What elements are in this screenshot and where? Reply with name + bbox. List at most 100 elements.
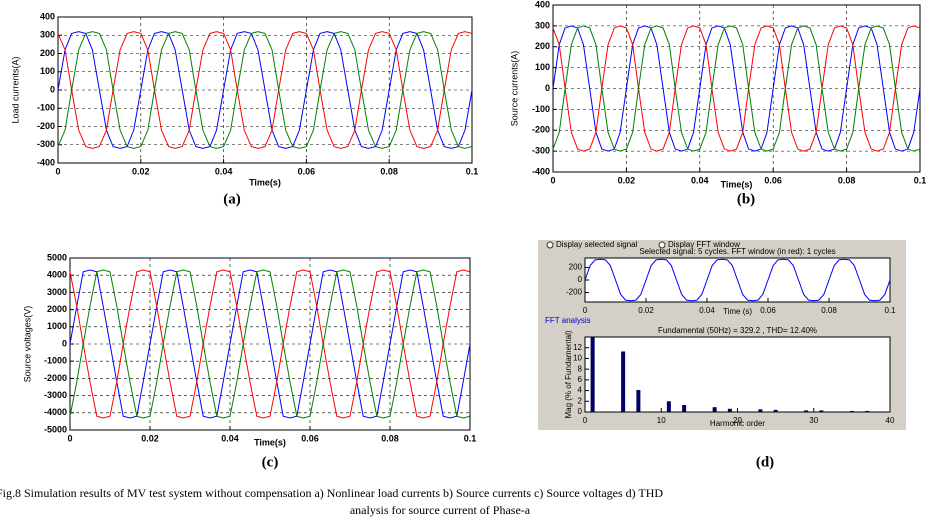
- y-tick-label: 8: [578, 364, 583, 373]
- bar: [773, 409, 778, 412]
- option-label: Display selected signal: [556, 240, 638, 249]
- y-tick-label: -400: [532, 166, 550, 176]
- panel-label: (d): [756, 454, 774, 470]
- y-tick-label: 4000: [47, 270, 67, 280]
- y-tick-label: 2000: [47, 304, 67, 314]
- y-tick-label: 100: [40, 66, 55, 76]
- y-tick-label: 200: [535, 41, 550, 51]
- x-tick-label: 0.06: [764, 175, 782, 185]
- y-tick-label: -200: [566, 288, 583, 297]
- x-tick-label: 20: [733, 416, 742, 425]
- x-axis-label: Time(s): [721, 179, 753, 189]
- bar: [804, 410, 809, 412]
- y-tick-label: -200: [532, 125, 550, 135]
- y-tick-label: 0: [50, 84, 55, 94]
- bar: [590, 337, 595, 412]
- plot-title: Fundamental (50Hz) = 329.2 , THD= 12.40%: [658, 326, 817, 335]
- x-axis-label: Time(s): [254, 437, 286, 447]
- y-tick-label: 1000: [47, 321, 67, 331]
- x-tick-label: 0.1: [466, 166, 479, 176]
- bar: [712, 407, 717, 412]
- caption-line: analysis for source current of Phase-a: [350, 503, 531, 517]
- y-tick-label: -400: [37, 157, 55, 167]
- series-line: [57, 31, 473, 149]
- x-tick-label: 0.04: [691, 175, 709, 185]
- x-tick-label: 0: [583, 416, 588, 425]
- x-tick-label: 0.02: [141, 433, 159, 443]
- y-tick-label: -2000: [44, 373, 67, 383]
- y-tick-label: 6: [578, 375, 583, 384]
- y-tick-label: -4000: [44, 407, 67, 417]
- y-tick-label: 0: [62, 338, 67, 348]
- y-tick-label: 200: [569, 263, 583, 272]
- x-axis-label: Time(s): [249, 177, 281, 187]
- y-tick-label: 3000: [47, 287, 67, 297]
- y-tick-label: 10: [573, 354, 582, 363]
- x-axis-label: Time (s): [723, 307, 752, 316]
- y-tick-label: -3000: [44, 390, 67, 400]
- x-tick-label: 0: [550, 175, 555, 185]
- x-tick-label: 0: [583, 306, 588, 315]
- y-tick-label: -100: [532, 104, 550, 114]
- x-tick-label: 0.06: [760, 306, 776, 315]
- y-tick-label: 100: [535, 62, 550, 72]
- panel-label: (c): [262, 454, 279, 470]
- panel-label: (a): [223, 191, 241, 207]
- y-tick-label: 400: [40, 11, 55, 21]
- x-tick-label: 0.04: [699, 306, 715, 315]
- radio-button: [546, 241, 554, 249]
- x-tick-label: 0.08: [380, 166, 398, 176]
- x-tick-label: 0.1: [464, 433, 477, 443]
- x-tick-label: 0.06: [298, 166, 316, 176]
- series-line: [69, 269, 471, 419]
- y-axis-label: Source currents(A): [509, 51, 519, 127]
- y-tick-label: 400: [535, 0, 550, 9]
- bar: [758, 409, 763, 412]
- bar: [849, 410, 854, 412]
- caption-line: Fig.8 Simulation results of MV test syst…: [0, 486, 663, 500]
- x-tick-label: 0.08: [381, 433, 399, 443]
- y-tick-label: 0: [545, 83, 550, 93]
- y-tick-label: 300: [40, 30, 55, 40]
- bar: [666, 401, 671, 412]
- y-tick-label: -200: [37, 121, 55, 131]
- y-tick-label: 200: [40, 48, 55, 58]
- y-tick-label: -100: [37, 103, 55, 113]
- plot-area: [584, 336, 891, 413]
- bar: [636, 390, 641, 412]
- x-tick-label: 0.06: [301, 433, 319, 443]
- option-label: Display FFT window: [668, 240, 740, 249]
- series-line: [584, 258, 891, 302]
- y-tick-label: 12: [573, 343, 582, 352]
- x-tick-label: 0.04: [221, 433, 239, 443]
- y-tick-label: 0: [578, 407, 583, 416]
- plot-title: Selected signal: 5 cycles. FFT window (i…: [639, 247, 835, 256]
- x-tick-label: 0.08: [821, 306, 837, 315]
- x-tick-label: 0.1: [884, 306, 896, 315]
- y-tick-label: -5000: [44, 424, 67, 434]
- x-tick-label: 30: [809, 416, 818, 425]
- x-tick-label: 0.1: [914, 175, 927, 185]
- y-tick-label: 0: [578, 275, 583, 284]
- y-axis-label: Load currents(A): [10, 56, 20, 123]
- panel-label: (b): [737, 191, 755, 207]
- y-tick-label: 2: [578, 396, 583, 405]
- panel-header: FFT analysis: [545, 316, 591, 325]
- bar: [621, 351, 626, 412]
- bar: [682, 405, 687, 412]
- y-tick-label: -300: [532, 146, 550, 156]
- y-tick-label: 300: [535, 20, 550, 30]
- x-tick-label: 10: [657, 416, 666, 425]
- y-axis-label: Source voltages(V): [22, 306, 32, 383]
- x-axis-label: Harmonic order: [710, 419, 765, 428]
- y-axis-label: Mag (% of Fundamental): [564, 330, 573, 418]
- y-tick-label: 4: [578, 386, 583, 395]
- x-tick-label: 0.02: [638, 306, 654, 315]
- y-tick-label: 5000: [47, 252, 67, 262]
- x-tick-label: 0.02: [618, 175, 636, 185]
- x-tick-label: 0.04: [215, 166, 233, 176]
- y-tick-label: -300: [37, 139, 55, 149]
- x-tick-label: 40: [886, 416, 895, 425]
- x-tick-label: 0.08: [838, 175, 856, 185]
